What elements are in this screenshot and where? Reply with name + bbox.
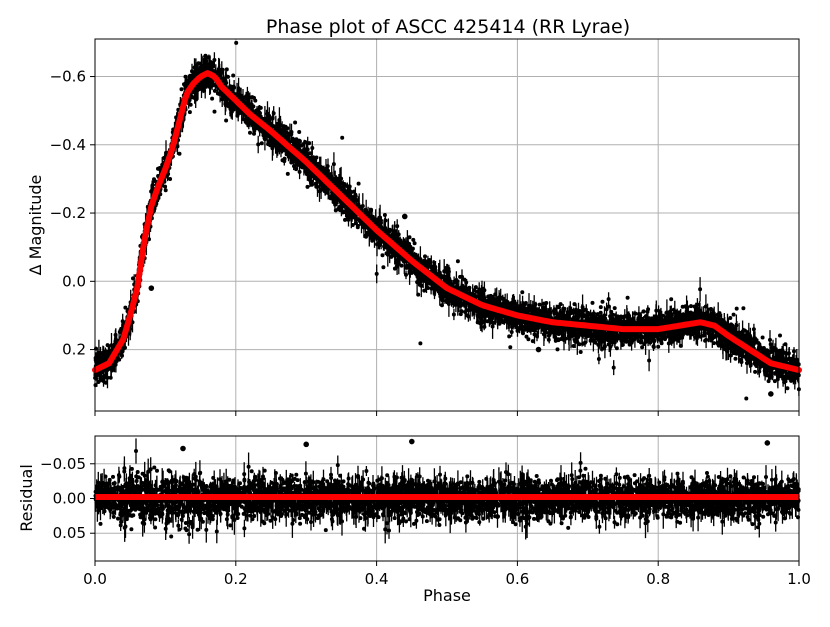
res-ytick-label-1: 0.00 [53,490,86,508]
main-outlier-1 [401,213,408,220]
model-curve [92,70,802,373]
main-outlier-0 [296,138,302,145]
main-ytick-label-2: −0.2 [50,204,86,222]
main-ytick-label-0: −0.6 [50,68,86,86]
x-axis-label: Phase [423,586,471,605]
xtick-label-2: 0.4 [365,570,389,588]
xtick-label-0: 0.0 [83,570,107,588]
main-outlier-2 [148,285,155,291]
main-ytick-label-3: 0.0 [62,272,86,290]
main-ytick-label-4: 0.2 [62,341,86,359]
residual-outlier-0 [303,441,310,448]
residual-observations [93,449,801,539]
xtick-label-5: 1.0 [787,570,811,588]
res-ytick-label-2: 0.05 [53,524,86,542]
xtick-label-1: 0.2 [224,570,248,588]
main-ytick-label-1: −0.4 [50,136,86,154]
chart-title: Phase plot of ASCC 425414 (RR Lyrae) [266,16,630,38]
residual-outlier-3 [180,445,186,452]
main-outlier-4 [768,391,774,397]
main-outlier-3 [535,346,542,353]
main-ticks: −0.6 −0.4 −0.2 0.0 0.2 [50,68,800,416]
residual-ticks: 0.0 0.2 0.4 0.6 0.8 1.0 −0.05 0.00 0.05 [40,455,811,588]
residual-outlier-1 [409,438,415,445]
residual-y-axis-label: Residual [17,464,36,532]
xtick-label-3: 0.6 [505,570,529,588]
main-y-axis-label: Δ Magnitude [26,175,45,276]
residual-outlier-2 [764,440,771,446]
res-ytick-label-0: −0.05 [40,455,86,473]
xtick-label-4: 0.8 [646,570,670,588]
main-plot-frame [94,38,800,412]
